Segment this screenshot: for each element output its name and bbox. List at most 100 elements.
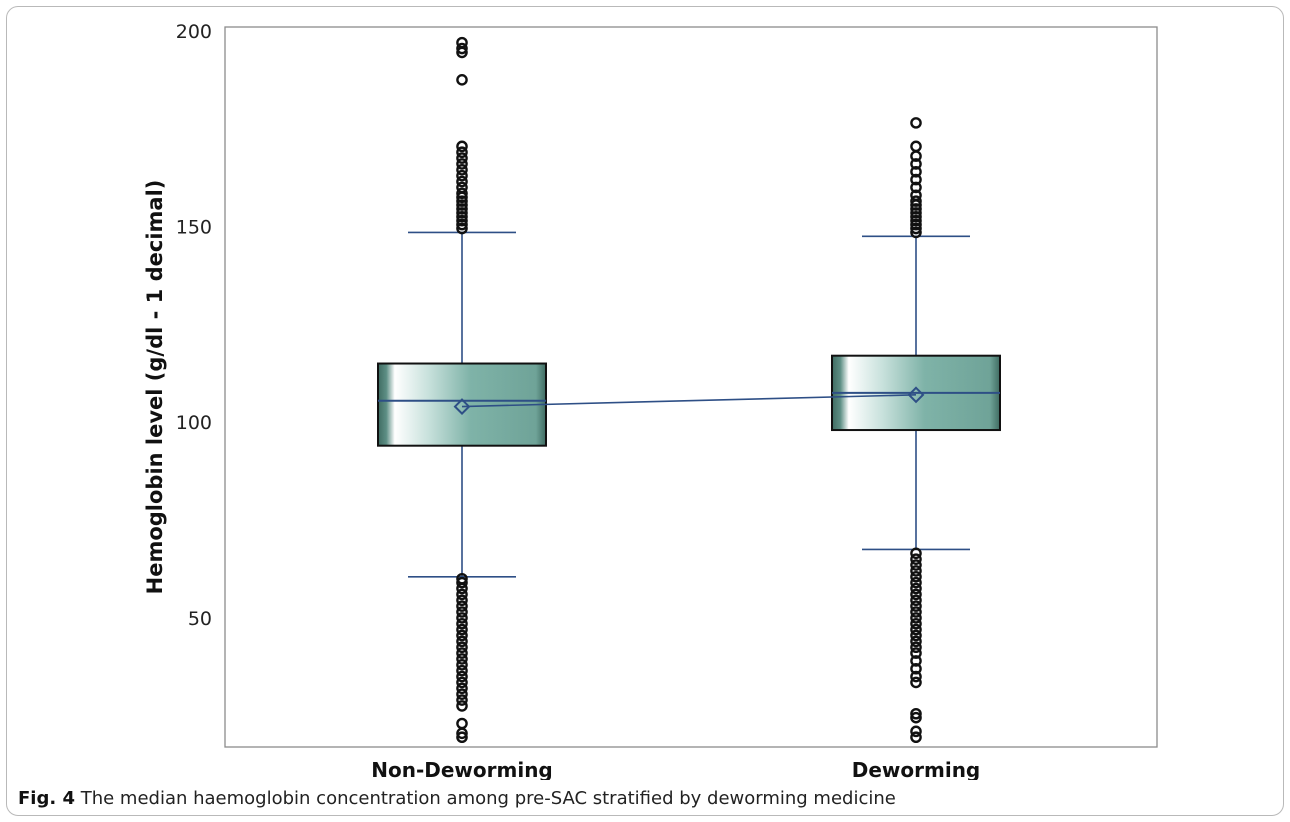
outlier-point [456, 612, 468, 624]
outlier-point [456, 218, 468, 231]
outlier-point [456, 594, 468, 607]
outlier-point [456, 181, 468, 194]
x-category-label: Non-Deworming [371, 758, 553, 780]
outlier-point [456, 42, 468, 55]
box-plot-chart: 50 100 150 200 Non-Deworming Deworming Hemog… [143, 21, 1158, 780]
outlier-point [910, 725, 922, 738]
outlier-point [456, 164, 468, 176]
outlier-point [910, 711, 922, 724]
outlier-point [910, 606, 922, 618]
outlier-point [456, 222, 468, 235]
outlier-point [456, 688, 468, 700]
plot-area [224, 26, 1158, 748]
outlier-point [456, 576, 468, 589]
outlier-point [456, 210, 468, 223]
outlier-point [456, 74, 468, 86]
outlier-point [910, 629, 922, 642]
outlier-point [456, 140, 468, 153]
caption-label: Fig. 4 [18, 788, 75, 809]
outlier-point [456, 617, 468, 630]
outlier-point [456, 676, 468, 689]
y-axis: 50 100 150 200 [176, 21, 212, 630]
outlier-point [910, 612, 922, 624]
outlier-point [910, 600, 922, 612]
outlier-point [910, 635, 922, 648]
outlier-point [910, 195, 922, 207]
outlier-point [910, 731, 922, 744]
caption-text: The median haemoglobin concentration amo… [80, 788, 896, 809]
outlier-point [456, 158, 468, 170]
outlier-point [456, 175, 468, 188]
outlier-point [910, 203, 922, 215]
outlier-point [910, 617, 922, 630]
outlier-point [910, 655, 922, 667]
outlier-point [456, 670, 468, 683]
outlier-point [910, 662, 922, 675]
y-tick-label: 150 [176, 217, 212, 239]
outlier-point [910, 140, 922, 153]
outlier-point [456, 600, 468, 612]
outlier-point [910, 576, 922, 589]
outlier-point [456, 635, 468, 648]
mean-marker [453, 398, 471, 415]
outlier-point [910, 559, 922, 571]
y-axis-label: Hemoglobin level (g/dl - 1 decimal) [143, 180, 167, 595]
outlier-point [910, 181, 922, 194]
outlier-point [456, 659, 468, 671]
outlier-point [456, 653, 468, 665]
outlier-point [456, 152, 468, 164]
outlier-point [456, 629, 468, 642]
y-tick-label: 100 [176, 412, 212, 434]
outlier-point [910, 565, 922, 577]
outlier-point [910, 594, 922, 607]
outlier-point [456, 731, 468, 744]
outlier-point [910, 676, 922, 689]
outlier-point [910, 173, 922, 186]
outlier-point [910, 641, 922, 654]
outlier-point [910, 214, 922, 227]
outlier-point [910, 117, 922, 129]
outlier-point [456, 664, 468, 677]
outlier-point [910, 670, 922, 683]
plot-marks: Non-Deworming Deworming [371, 36, 1001, 780]
outlier-point [910, 570, 922, 583]
outlier-point [456, 647, 468, 659]
outlier-point [910, 707, 922, 720]
outlier-point [910, 588, 922, 601]
outlier-point [910, 218, 922, 231]
outlier-point [456, 187, 468, 200]
outlier-point [456, 195, 468, 207]
outlier-point [910, 210, 922, 223]
outlier-point [456, 588, 468, 601]
outlier-point [910, 165, 922, 178]
outlier-point [456, 623, 468, 636]
figure-frame [6, 6, 1284, 816]
outlier-point [910, 553, 922, 565]
outlier-point [910, 222, 922, 235]
outlier-point [456, 694, 468, 706]
outlier-point [456, 169, 468, 182]
outlier-point [456, 700, 468, 712]
x-category-label: Deworming [852, 758, 981, 780]
outlier-point [910, 189, 922, 202]
outlier-point [456, 572, 468, 585]
y-tick-label: 50 [188, 608, 212, 630]
mean-connect-line [461, 394, 917, 408]
outlier-point [910, 623, 922, 636]
figure-caption: Fig. 4 The median haemoglobin concentrat… [18, 788, 896, 809]
outlier-point [456, 207, 468, 219]
outlier-point [456, 606, 468, 618]
outlier-point [910, 647, 922, 659]
outlier-point [456, 641, 468, 654]
outlier-point [456, 214, 468, 227]
outlier-point [910, 207, 922, 219]
outlier-point [910, 547, 922, 560]
outlier-point [456, 36, 468, 49]
outlier-point [910, 158, 922, 170]
outlier-point [456, 203, 468, 215]
outlier-point [910, 226, 922, 239]
y-tick-label: 200 [176, 21, 212, 43]
outlier-point [910, 582, 922, 595]
mean-marker [907, 386, 925, 404]
outlier-point [456, 717, 468, 730]
